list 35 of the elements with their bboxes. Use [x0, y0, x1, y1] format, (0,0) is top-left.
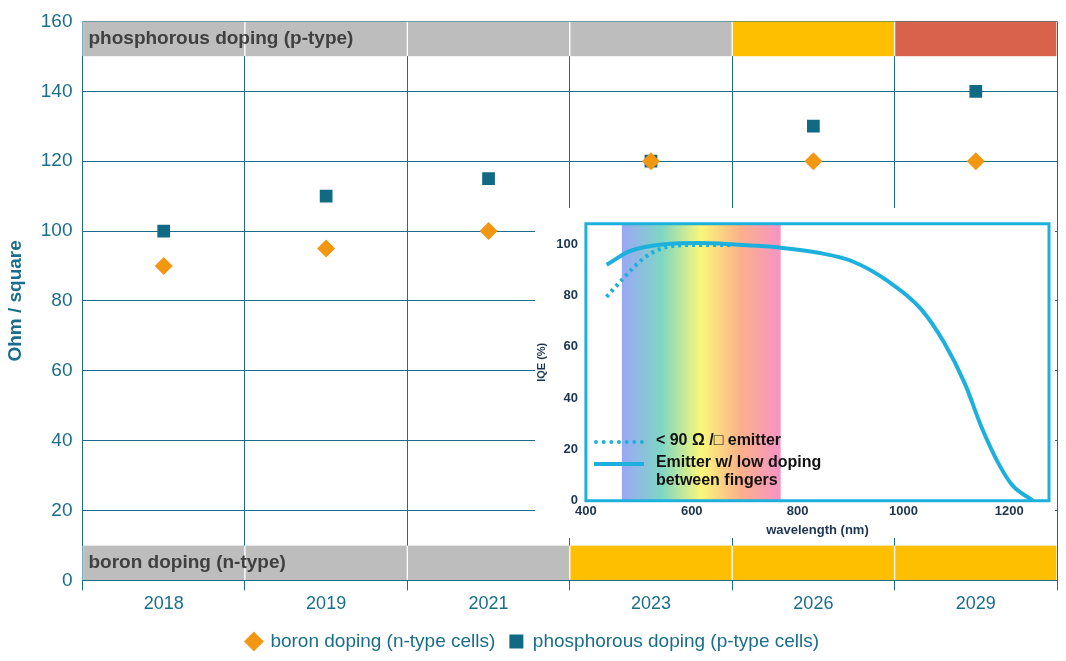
- annotation: boron doping (n-type): [87, 550, 286, 575]
- y-tick-label: 20: [563, 441, 578, 457]
- x-tick-label: 2019: [306, 593, 347, 614]
- y-tick-label: 40: [563, 389, 578, 405]
- x-tick-label: 600: [680, 503, 703, 519]
- x-tick-label: 2029: [955, 593, 996, 614]
- x-tick-label: 2018: [143, 593, 184, 614]
- y-tick-label: 20: [51, 498, 73, 520]
- y-tick-label: 0: [61, 568, 73, 590]
- y-tick-label: 120: [40, 149, 73, 171]
- x-tick-label: 800: [786, 503, 809, 519]
- x-tick-label: 1200: [994, 503, 1024, 519]
- y-axis-title: IQE (%): [534, 342, 547, 382]
- legend-label: boron doping (n-type cells): [270, 629, 496, 651]
- x-tick-label: 2023: [630, 593, 671, 614]
- y-tick-label: 140: [40, 79, 73, 101]
- y-tick-label: 100: [40, 219, 73, 241]
- y-axis-title: Ohm / square: [3, 240, 25, 362]
- annotation: phosphorous doping (p-type): [87, 26, 354, 51]
- y-tick-label: 80: [51, 289, 73, 311]
- y-tick-label: 60: [563, 338, 578, 354]
- y-tick-label: 60: [51, 359, 73, 381]
- x-tick-label: 1000: [888, 503, 918, 519]
- legend-label: Emitter w/ low doping between fingers: [655, 452, 823, 489]
- legend-label: < 90 Ω /□ emitter: [655, 430, 783, 449]
- y-tick-label: 100: [556, 235, 578, 251]
- legend-label: phosphorous doping (p-type cells): [532, 629, 820, 651]
- x-tick-label: 400: [575, 503, 597, 519]
- y-tick-label: 80: [563, 287, 578, 303]
- x-tick-label: 2021: [468, 593, 509, 614]
- y-tick-label: 40: [51, 428, 73, 450]
- y-tick-label: 160: [40, 9, 73, 31]
- x-tick-label: 2026: [793, 593, 834, 614]
- x-axis-title: wavelength (nm): [765, 521, 869, 537]
- y-tick-label: 0: [570, 492, 578, 508]
